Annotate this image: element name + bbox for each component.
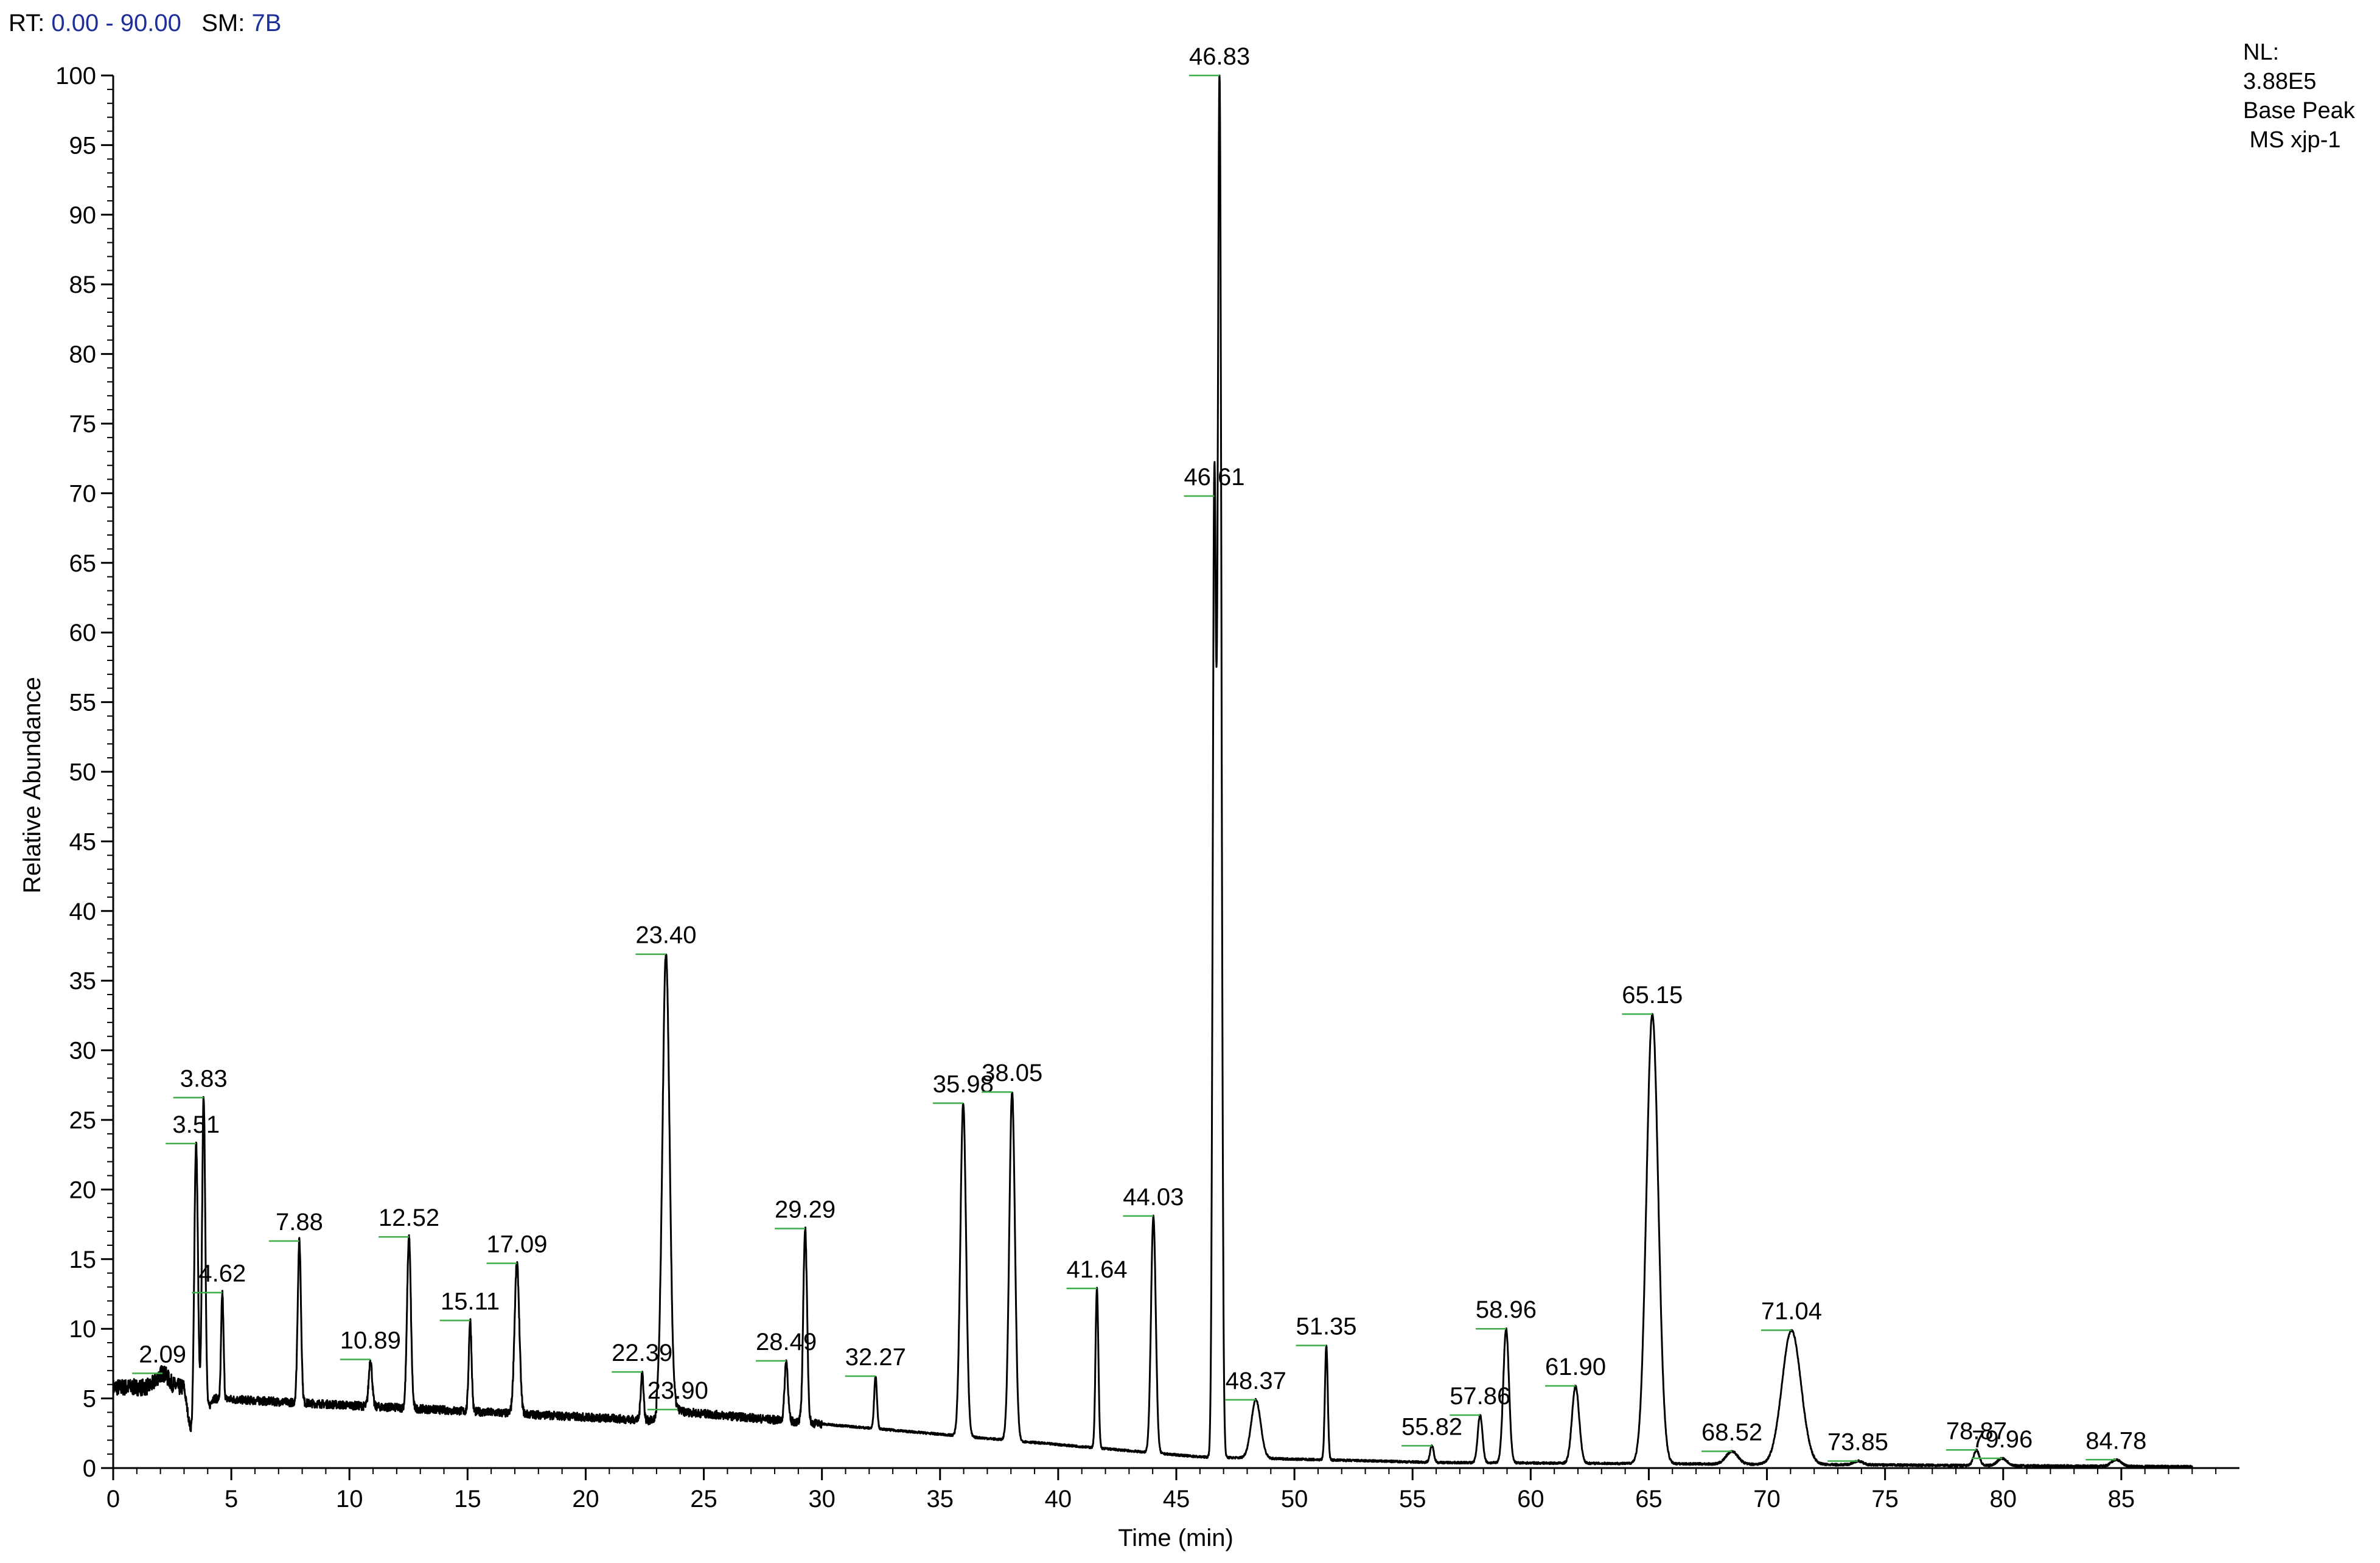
peak-label: 38.05 <box>982 1060 1042 1086</box>
peak-label: 55.82 <box>1401 1413 1462 1440</box>
rt-range-value: 0.00 - 90.00 <box>51 10 181 37</box>
y-tick-label: 95 <box>69 132 97 159</box>
y-tick-label: 25 <box>69 1107 97 1134</box>
nl-label: NL: <box>2243 40 2280 65</box>
y-tick-label: 100 <box>55 63 96 89</box>
peak-label: 28.49 <box>756 1329 817 1355</box>
y-tick-label: 90 <box>69 202 97 229</box>
peak-label: 57.86 <box>1450 1383 1510 1410</box>
x-tick-label: 45 <box>1163 1486 1190 1512</box>
peak-label: 2.09 <box>139 1341 186 1368</box>
y-tick-label: 55 <box>69 690 97 716</box>
peak-label: 3.83 <box>180 1065 228 1092</box>
y-tick-label: 65 <box>69 550 97 577</box>
y-tick-label: 5 <box>83 1386 96 1413</box>
rt-label: RT: <box>9 10 45 37</box>
peak-label: 58.96 <box>1476 1296 1537 1323</box>
x-tick-label: 25 <box>690 1486 717 1512</box>
y-tick-label: 15 <box>69 1247 97 1273</box>
y-tick-label: 80 <box>69 341 97 368</box>
sm-value: 7B <box>251 10 282 37</box>
peak-label: 73.85 <box>1827 1429 1888 1456</box>
x-tick-label: 60 <box>1517 1486 1544 1512</box>
peak-label: 3.51 <box>172 1111 220 1138</box>
x-tick-label: 85 <box>2108 1486 2135 1512</box>
peak-label: 23.40 <box>635 922 696 949</box>
scan-header: RT: 0.00 - 90.00 SM: 7B <box>9 9 281 38</box>
peak-label: 29.29 <box>775 1196 836 1223</box>
sm-label: SM: <box>201 10 245 37</box>
peak-label: 23.90 <box>647 1377 708 1404</box>
peak-label: 44.03 <box>1123 1184 1184 1211</box>
x-tick-label: 75 <box>1871 1486 1899 1512</box>
x-tick-label: 55 <box>1399 1486 1426 1512</box>
x-tick-label: 40 <box>1045 1486 1072 1512</box>
peak-label: 48.37 <box>1226 1368 1286 1394</box>
peak-label: 4.62 <box>198 1261 246 1287</box>
trace-info-panel: NL: 3.88E5 Base Peak MS xjp-1 <box>2243 38 2355 155</box>
nl-value: 3.88E5 <box>2243 69 2317 94</box>
x-tick-label: 50 <box>1281 1486 1308 1512</box>
x-tick-label: 15 <box>454 1486 481 1512</box>
y-tick-label: 60 <box>69 620 97 646</box>
chromatogram-trace <box>112 74 2193 1469</box>
peak-label: 46.61 <box>1184 464 1244 491</box>
peak-label: 41.64 <box>1067 1256 1128 1283</box>
peak-label: 79.96 <box>1972 1426 2033 1453</box>
y-tick-label: 85 <box>69 271 97 298</box>
peak-label: 78.87 <box>1946 1418 2007 1444</box>
x-tick-label: 80 <box>1990 1486 2017 1512</box>
x-tick-label: 20 <box>572 1486 599 1512</box>
peak-label: 61.90 <box>1545 1354 1606 1380</box>
peak-label: 17.09 <box>486 1231 547 1258</box>
x-tick-label: 0 <box>106 1486 120 1512</box>
trace-type: Base Peak <box>2243 98 2355 124</box>
peak-label: 22.39 <box>612 1340 672 1366</box>
peak-label: 46.83 <box>1189 43 1250 70</box>
peak-label: 68.52 <box>1701 1419 1762 1446</box>
y-axis-title: Relative Abundance <box>19 677 46 893</box>
y-tick-label: 45 <box>69 828 97 855</box>
y-tick-label: 20 <box>69 1177 97 1203</box>
y-tick-label: 0 <box>83 1455 96 1482</box>
x-tick-label: 10 <box>336 1486 363 1512</box>
x-tick-label: 70 <box>1753 1486 1781 1512</box>
peak-label: 10.89 <box>340 1327 401 1354</box>
y-tick-label: 40 <box>69 898 97 925</box>
peak-label: 84.78 <box>2085 1427 2146 1454</box>
x-tick-label: 5 <box>225 1486 238 1512</box>
y-tick-label: 30 <box>69 1038 97 1065</box>
peak-label: 7.88 <box>276 1209 323 1236</box>
peak-label: 15.11 <box>441 1288 500 1315</box>
peak-label-layer: 2.09 3.51 3.83 4.62 7.88 10.89 12.52 15.11 17.09… <box>132 43 2146 1462</box>
peak-label: 71.04 <box>1761 1298 1822 1324</box>
peak-label: 35.98 <box>933 1071 994 1098</box>
y-tick-label: 75 <box>69 411 97 438</box>
peak-label: 12.52 <box>379 1205 439 1231</box>
axes-layer: 0510152025303540455055606570758085909510… <box>55 63 2239 1512</box>
peak-label: 65.15 <box>1622 982 1683 1009</box>
x-axis-title: Time (min) <box>1118 1525 1234 1551</box>
x-tick-label: 35 <box>927 1486 954 1512</box>
x-tick-label: 30 <box>808 1486 836 1512</box>
file-name: MS xjp-1 <box>2243 127 2341 153</box>
y-tick-label: 50 <box>69 759 97 786</box>
y-tick-label: 70 <box>69 480 97 507</box>
x-tick-label: 65 <box>1635 1486 1663 1512</box>
peak-label: 32.27 <box>845 1344 906 1371</box>
y-tick-label: 35 <box>69 968 97 995</box>
peak-label: 51.35 <box>1296 1313 1356 1340</box>
y-tick-label: 10 <box>69 1316 97 1343</box>
